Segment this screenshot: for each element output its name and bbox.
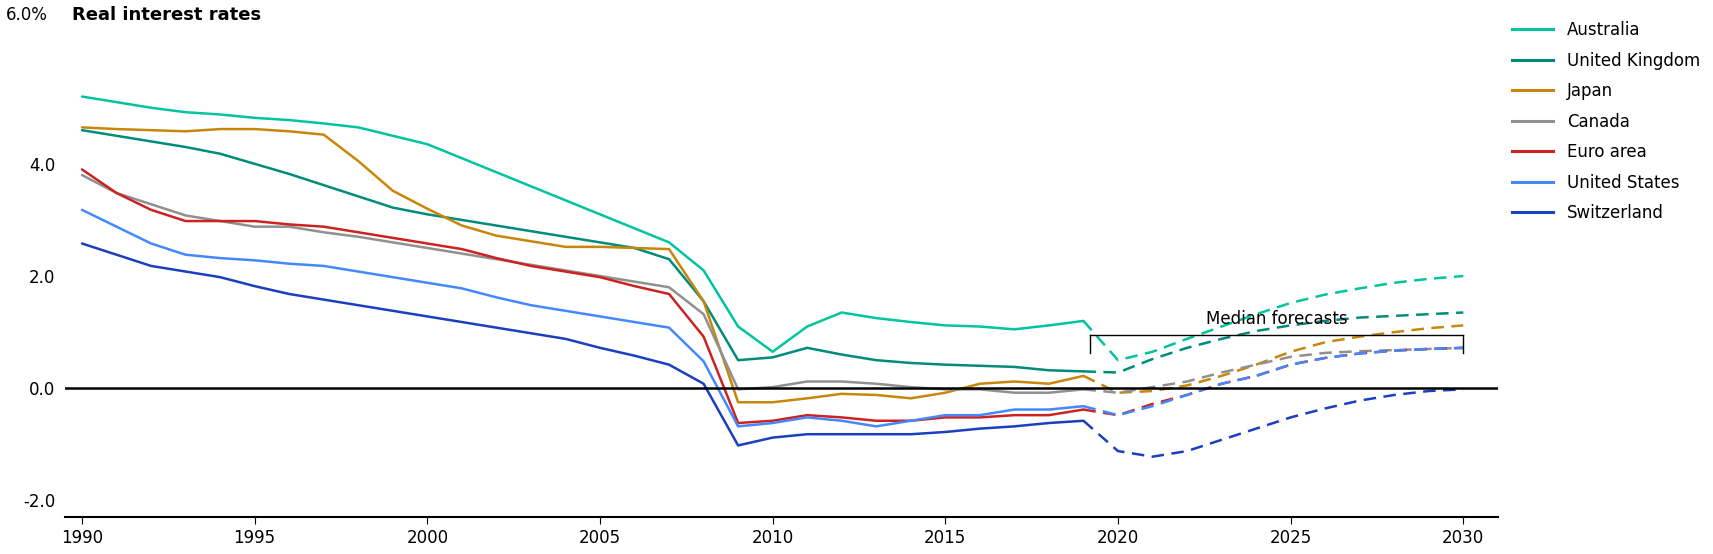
Text: 6.0%: 6.0%	[5, 6, 48, 24]
Text: Real interest rates: Real interest rates	[72, 6, 260, 24]
Legend: Australia, United Kingdom, Japan, Canada, Euro area, United States, Switzerland: Australia, United Kingdom, Japan, Canada…	[1506, 14, 1706, 229]
Text: Median forecasts: Median forecasts	[1206, 310, 1348, 328]
